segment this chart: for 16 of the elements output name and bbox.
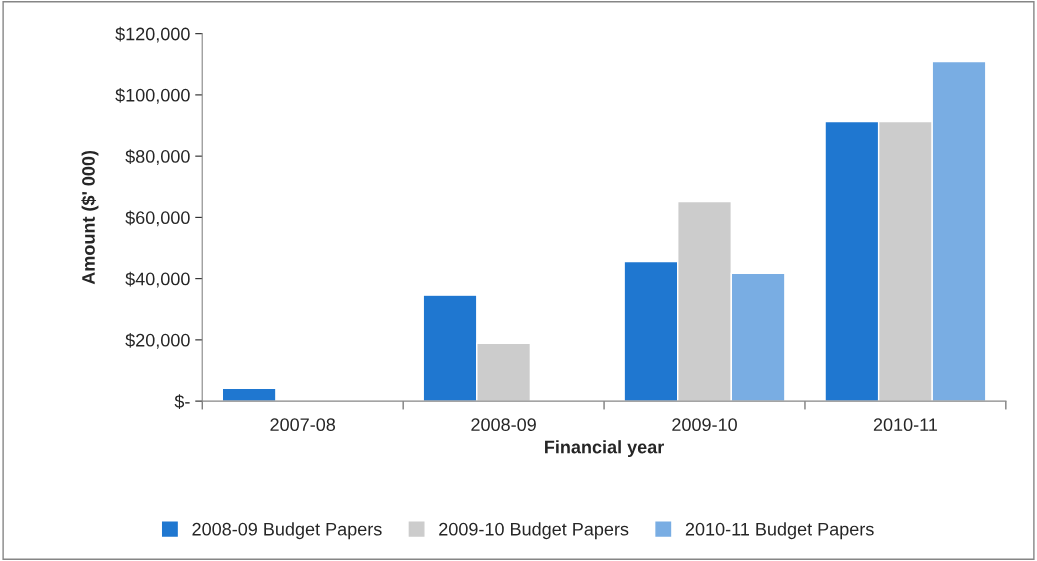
y-tick-label: $100,000 [115,88,190,104]
y-tick-label: $80,000 [125,149,190,165]
x-axis-title: Financial year [545,440,664,457]
legend-label: 2010-11 Budget Papers [685,522,874,540]
legend-label: 2009-10 Budget Papers [439,522,629,540]
x-tick-label: 2009-10 [672,418,737,432]
x-tick-label: 2007-08 [270,418,336,432]
x-tick-label: 2010-11 [873,418,938,432]
y-axis-title: Amount ($' 000) [81,150,99,285]
y-tick-label: $120,000 [115,26,190,43]
y-tick-label: $- [174,394,190,409]
legend-label: 2008-09 Budget Papers [192,522,382,540]
x-tick-label: 2008-09 [471,418,536,432]
y-tick-label: $60,000 [125,210,190,227]
y-tick-label: $20,000 [125,333,190,349]
y-tick-label: $40,000 [125,271,190,288]
